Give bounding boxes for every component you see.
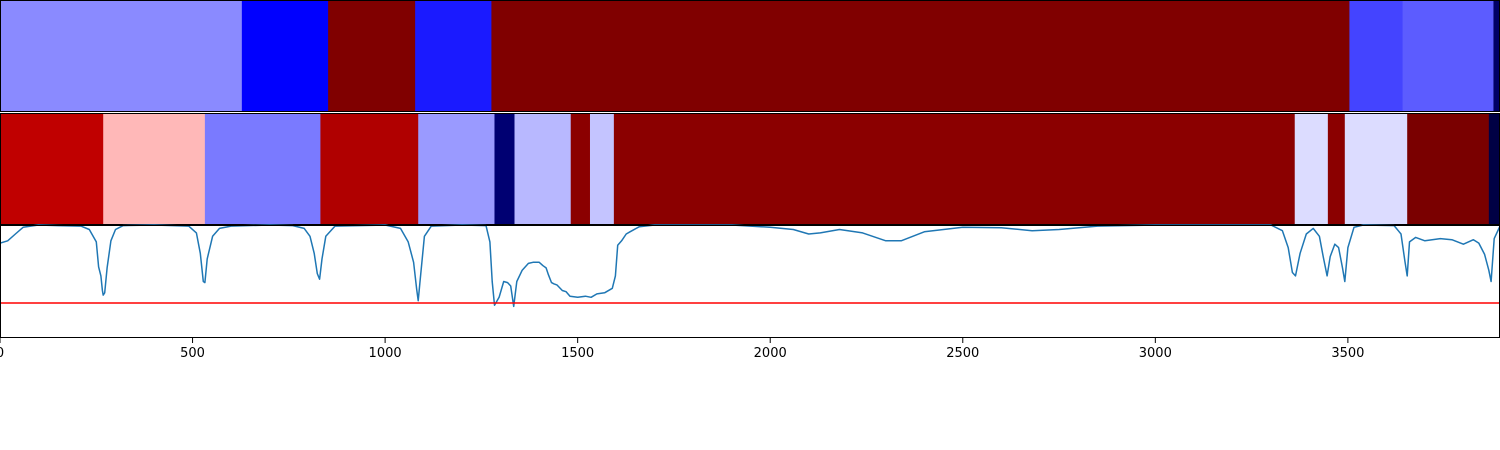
x-tick-label-2: 1000	[369, 346, 402, 361]
top-strip-segment-2	[328, 1, 416, 112]
top-color-strip	[0, 1, 1500, 112]
x-tick-label-3: 1500	[561, 346, 594, 361]
top-strip-segment-7	[1493, 1, 1500, 112]
middle-strip-segment-12	[1344, 114, 1408, 225]
middle-strip-segment-13	[1407, 114, 1490, 225]
middle-strip-segment-4	[418, 114, 495, 225]
top-strip-segment-0	[0, 1, 243, 112]
middle-strip-segment-0	[0, 114, 104, 225]
middle-strip-segment-6	[514, 114, 572, 225]
middle-strip-segment-2	[204, 114, 321, 225]
middle-strip-segment-11	[1327, 114, 1346, 225]
line-plot	[0, 224, 1500, 338]
line-series-0	[0, 224, 1500, 308]
x-tick-label-4: 2000	[754, 346, 787, 361]
middle-strip-segment-1	[103, 114, 206, 225]
middle-strip-segment-9	[613, 114, 1296, 225]
middle-strip-segment-3	[320, 114, 419, 225]
middle-strip-segment-7	[570, 114, 591, 225]
x-tick-label-1: 500	[180, 346, 205, 361]
top-strip-segment-6	[1402, 1, 1494, 112]
x-axis: 0 500 1000 1500 2000 2500 3000 3500	[0, 338, 1364, 361]
middle-strip-segment-8	[589, 114, 615, 225]
line-plot-background	[0, 225, 1500, 338]
middle-strip-segment-10	[1294, 114, 1329, 225]
x-tick-label-6: 3000	[1139, 346, 1172, 361]
middle-color-strip	[0, 114, 1500, 225]
x-tick-label-0: 0	[0, 346, 4, 361]
x-tick-label-7: 3500	[1331, 346, 1364, 361]
line-series-group	[0, 224, 1500, 308]
top-strip-segment-5	[1349, 1, 1404, 112]
top-strip-segment-1	[241, 1, 329, 112]
middle-strip-segment-5	[494, 114, 516, 225]
middle-strip-segment-14	[1488, 114, 1500, 225]
top-strip-segment-3	[415, 1, 492, 112]
x-tick-label-5: 2500	[946, 346, 979, 361]
top-strip-segment-4	[491, 1, 1350, 112]
